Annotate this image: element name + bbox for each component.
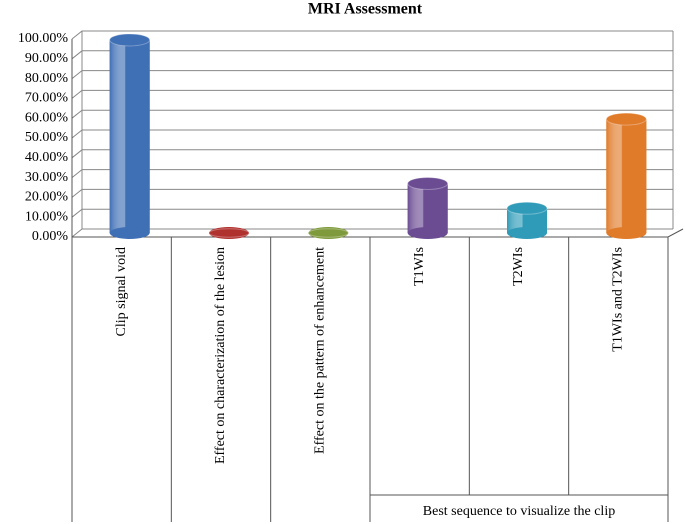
grid-line <box>71 109 673 119</box>
bar <box>506 201 548 239</box>
y-tick-label: 20.00% <box>25 190 69 205</box>
grid-line <box>71 70 673 79</box>
y-tick-label: 90.00% <box>25 51 69 66</box>
grid-line <box>71 30 673 40</box>
y-tick-label: 10.00% <box>25 209 69 224</box>
bar <box>208 227 250 239</box>
bar <box>407 177 449 239</box>
x-tick-label: T1WIs and T2WIs <box>611 247 626 352</box>
group-label: Best sequence to visualize the clip <box>423 504 615 519</box>
grid-line <box>71 89 673 99</box>
y-tick-label: 100.00% <box>18 31 69 46</box>
grid-line <box>71 228 673 238</box>
x-tick-label: Clip signal void <box>114 247 129 336</box>
grid-line <box>71 129 673 139</box>
bar <box>605 112 647 239</box>
y-tick-label: 50.00% <box>25 130 69 145</box>
y-tick-label: 40.00% <box>25 150 69 165</box>
x-tick-label: Effect on characterization of the lesion <box>213 247 228 464</box>
grid-line <box>71 149 673 159</box>
floor <box>72 228 684 238</box>
y-tick-label: 70.00% <box>25 91 69 106</box>
y-tick-label: 60.00% <box>25 110 69 125</box>
bar <box>307 227 349 239</box>
y-tick-label: 30.00% <box>25 170 69 185</box>
x-tick-label: Effect on the pattern of enhancement <box>313 247 328 454</box>
bar <box>109 33 151 239</box>
grid-line <box>71 188 673 198</box>
grid-line <box>71 169 673 178</box>
grid-line <box>71 208 673 218</box>
y-tick-label: 80.00% <box>25 71 69 86</box>
grid-line <box>71 50 673 60</box>
chart-title: MRI Assessment <box>308 1 423 18</box>
x-tick-label: T1WIs <box>412 247 427 286</box>
y-tick-label: 0.00% <box>32 229 69 244</box>
x-tick-label: T2WIs <box>511 247 526 286</box>
